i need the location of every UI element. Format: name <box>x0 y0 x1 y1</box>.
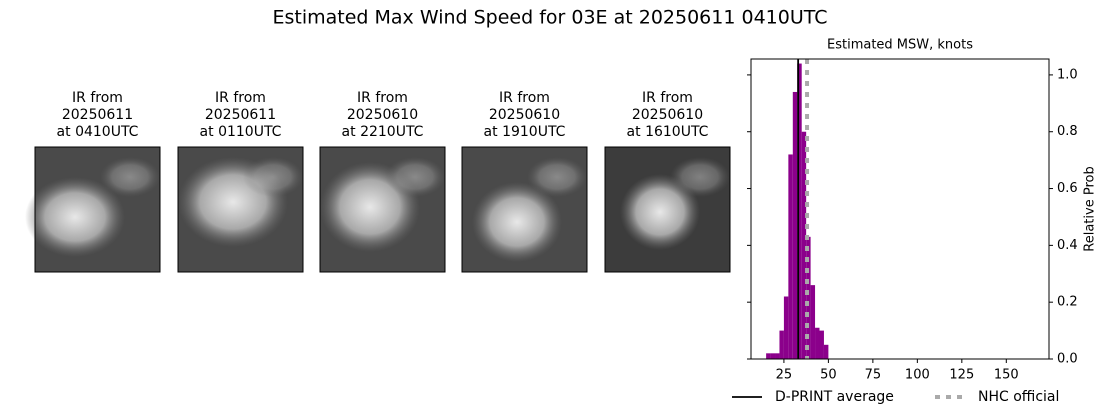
bar <box>770 353 776 359</box>
panel-label: at 1610UTC <box>627 124 709 140</box>
panel-label: 20250610 <box>489 107 560 123</box>
image-frame <box>604 146 731 273</box>
image-frame <box>177 146 304 273</box>
y-axis-label: Relative Prob <box>1083 166 1098 251</box>
panel-label: at 0110UTC <box>200 124 282 140</box>
panel-label: IR from <box>72 90 123 106</box>
panel-label: IR from <box>499 90 550 106</box>
panel-label: IR from <box>642 90 693 106</box>
ir-cloud <box>100 157 160 197</box>
y-tick-label: 0.6 <box>1057 181 1078 196</box>
bar <box>815 327 820 359</box>
panel-label: at 0410UTC <box>57 124 139 140</box>
ir-cloud <box>620 174 700 250</box>
ir-cloud <box>25 177 125 257</box>
legend-label: D-PRINT average <box>775 389 894 405</box>
bar <box>775 353 780 359</box>
ir-cloud <box>472 182 562 262</box>
bar <box>823 344 829 359</box>
y-tick-label: 0.4 <box>1057 238 1078 253</box>
panel-label: 20250610 <box>632 107 703 123</box>
panel-label: 20250611 <box>62 107 133 123</box>
bar <box>797 63 802 359</box>
bar <box>819 330 824 359</box>
panel-label: at 2210UTC <box>342 124 424 140</box>
x-tick-label: 50 <box>820 368 837 383</box>
y-tick-label: 1.0 <box>1057 67 1078 82</box>
bar <box>806 236 811 359</box>
plot-frame <box>750 58 1050 360</box>
chart-title: Estimated MSW, knots <box>827 38 973 53</box>
panel-label: IR from <box>215 90 266 106</box>
x-tick-label: 150 <box>994 368 1019 383</box>
ir-cloud <box>385 157 445 197</box>
x-tick-label: 100 <box>905 368 930 383</box>
ir-cloud <box>527 157 587 197</box>
ir-cloud <box>670 157 730 197</box>
bar <box>779 330 784 359</box>
image-frame <box>319 146 446 273</box>
bar <box>810 285 816 359</box>
y-tick-label: 0.2 <box>1057 295 1078 310</box>
x-tick-label: 125 <box>949 368 974 383</box>
x-tick-label: 75 <box>865 368 882 383</box>
bar <box>788 154 793 359</box>
bar <box>792 91 798 360</box>
image-frame <box>461 146 588 273</box>
bar <box>783 296 789 359</box>
panel-label: 20250611 <box>205 107 276 123</box>
panel-label: IR from <box>357 90 408 106</box>
x-tick-label: 25 <box>776 368 793 383</box>
panel-label: 20250610 <box>347 107 418 123</box>
bar <box>766 353 771 359</box>
legend-label: NHC official <box>978 389 1059 405</box>
y-tick-label: 0.0 <box>1057 352 1078 367</box>
image-frame <box>34 146 161 273</box>
figure-title: Estimated Max Wind Speed for 03E at 2025… <box>272 7 827 29</box>
bar <box>801 131 807 359</box>
y-tick-label: 0.8 <box>1057 124 1078 139</box>
panel-label: at 1910UTC <box>484 124 566 140</box>
ir-cloud <box>243 157 303 197</box>
